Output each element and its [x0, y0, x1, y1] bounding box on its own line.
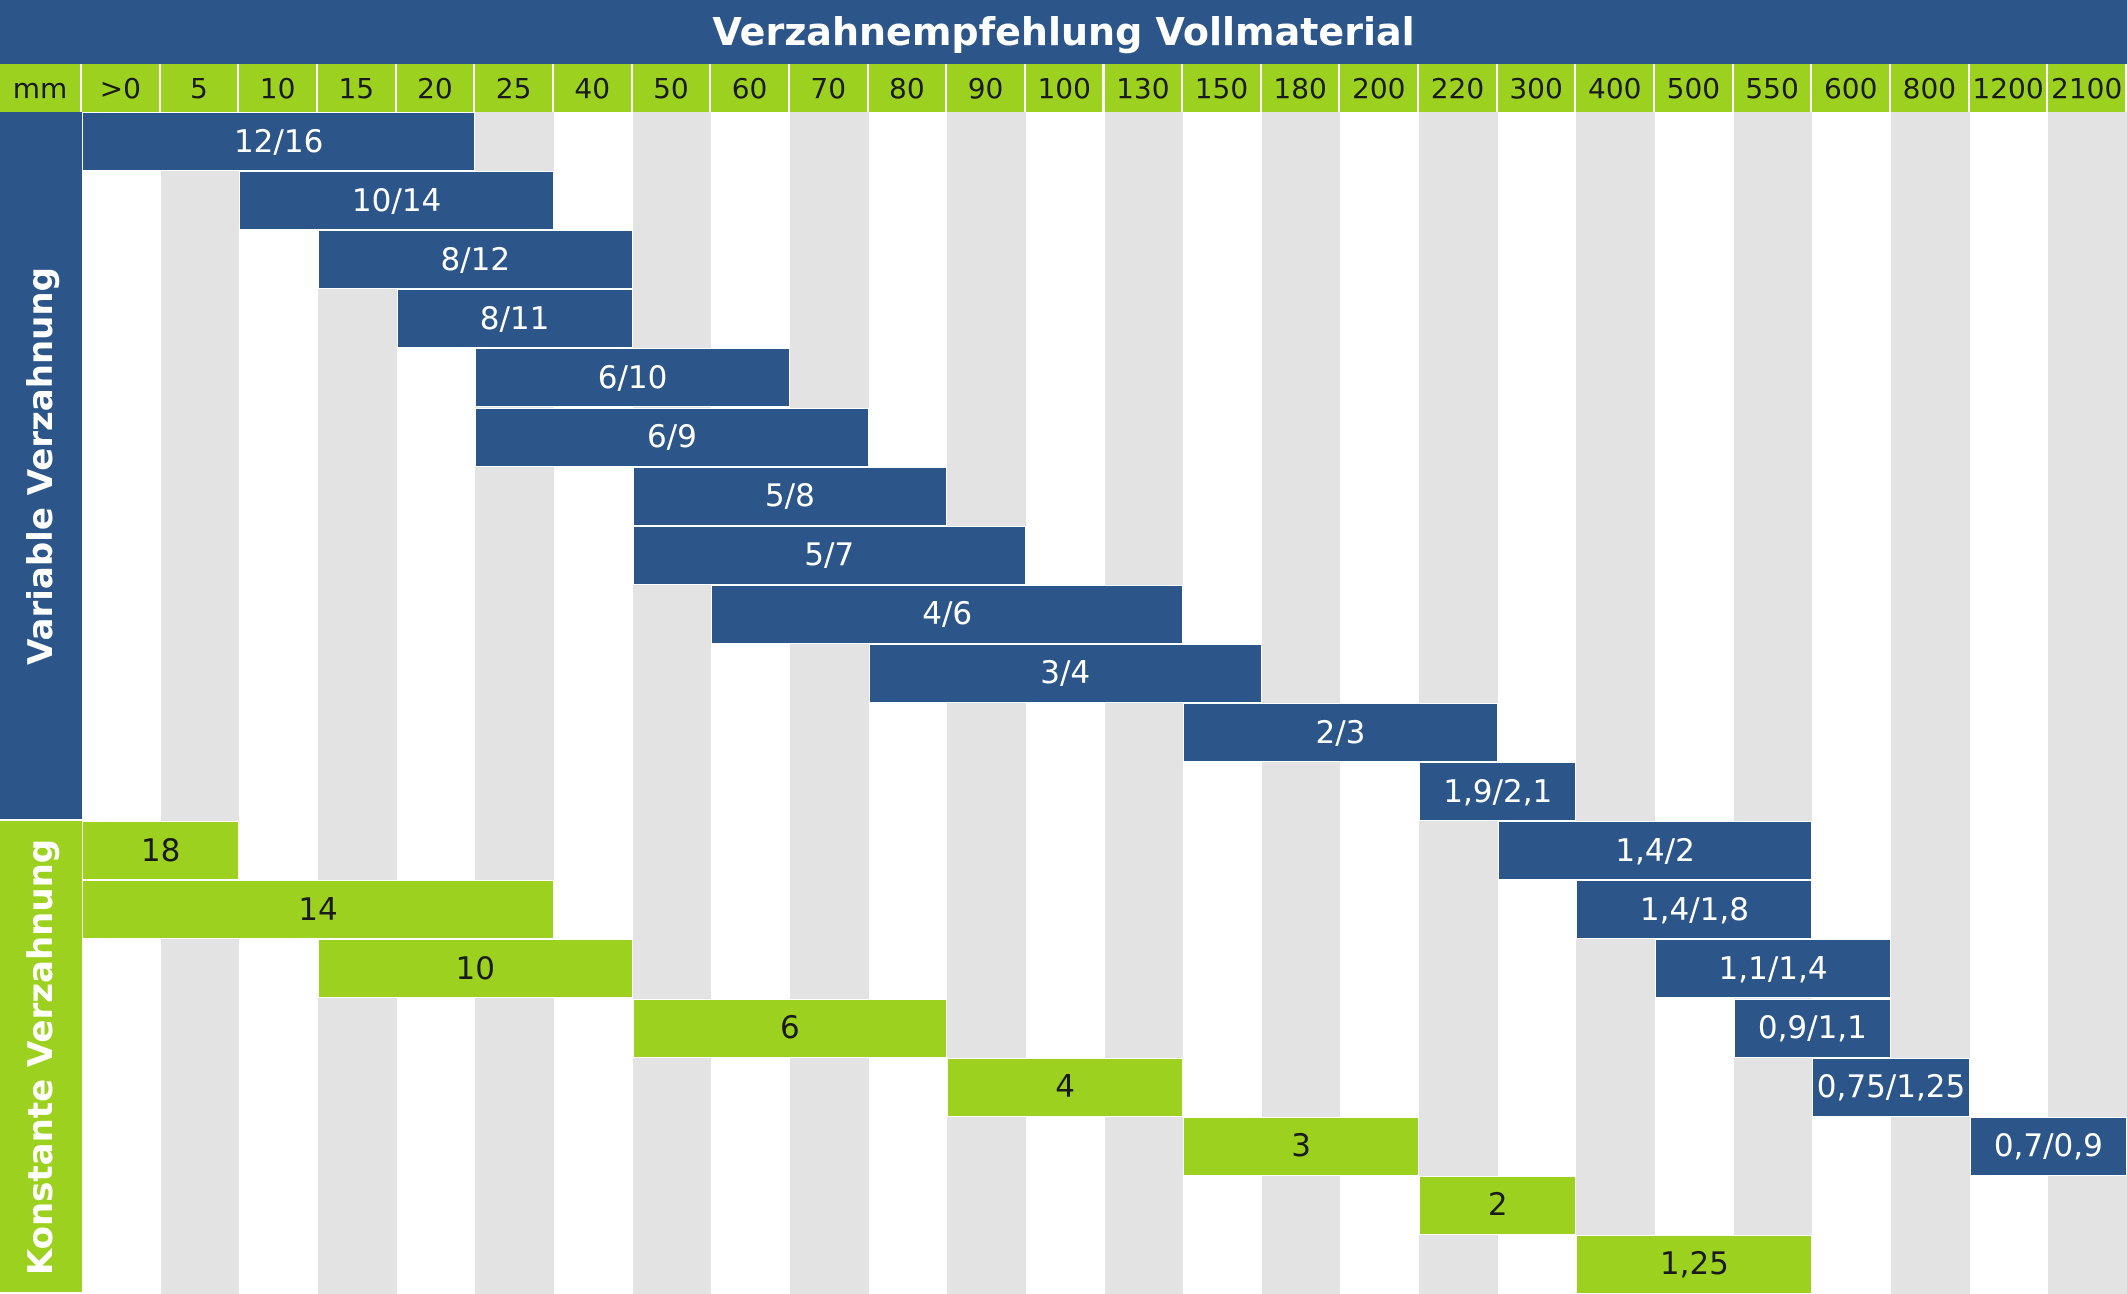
- column-header: 500: [1655, 64, 1734, 112]
- column-header: 200: [1340, 64, 1420, 112]
- variable-bar: 0,75/1,25: [1812, 1057, 1970, 1117]
- chart-grid: Variable Verzahnung Konstante Verzahnung…: [0, 112, 2127, 1294]
- variable-bar: 8/11: [396, 289, 633, 349]
- column-header: 400: [1576, 64, 1656, 112]
- column-stripe: [160, 112, 240, 1294]
- column-header: 40: [553, 64, 633, 112]
- constant-bar: 14: [82, 880, 554, 940]
- variable-bar: 8/12: [317, 230, 633, 290]
- variable-bar: 12/16: [82, 112, 476, 172]
- column-header: 300: [1497, 64, 1577, 112]
- column-header: 100: [1025, 64, 1105, 112]
- column-stripe: [1733, 112, 1813, 1294]
- group-label-variable-text: Variable Verzahnung: [21, 266, 62, 665]
- column-header: 10: [239, 64, 318, 112]
- column-stripe: [317, 112, 397, 1294]
- column-header: 60: [711, 64, 790, 112]
- variable-bar: 1,1/1,4: [1655, 939, 1892, 999]
- group-label-constant: Konstante Verzahnung: [0, 821, 82, 1294]
- variable-bar: 10/14: [239, 171, 554, 231]
- constant-bar: 10: [317, 939, 633, 999]
- variable-bar: 1,9/2,1: [1419, 762, 1577, 822]
- column-header: 180: [1261, 64, 1341, 112]
- variable-bar: 6/10: [475, 348, 790, 408]
- constant-bar: 3: [1183, 1116, 1420, 1176]
- constant-bar: 18: [82, 821, 240, 881]
- column-header: >0: [82, 64, 161, 112]
- group-label-variable: Variable Verzahnung: [0, 112, 82, 822]
- column-header: 220: [1419, 64, 1498, 112]
- column-header: 25: [475, 64, 554, 112]
- column-header: 2100: [2048, 64, 2127, 112]
- column-header: 600: [1812, 64, 1892, 112]
- column-stripe: [947, 112, 1026, 1294]
- chart-title: Verzahnempfehlung Vollmaterial: [0, 0, 2127, 64]
- column-header: 130: [1104, 64, 1184, 112]
- column-header: 50: [632, 64, 712, 112]
- variable-bar: 5/8: [632, 466, 948, 526]
- column-header: 70: [789, 64, 869, 112]
- variable-bar: 4/6: [711, 584, 1184, 644]
- column-header: 1200: [1969, 64, 2049, 112]
- column-header: 20: [396, 64, 476, 112]
- constant-bar: 6: [632, 998, 948, 1058]
- variable-bar: 0,7/0,9: [1969, 1116, 2127, 1176]
- column-header: 800: [1891, 64, 1970, 112]
- column-stripe: [1104, 112, 1184, 1294]
- variable-bar: 0,9/1,1: [1733, 998, 1892, 1058]
- group-label-constant-text: Konstante Verzahnung: [21, 838, 61, 1275]
- variable-bar: 1,4/2: [1497, 821, 1813, 881]
- column-stripe: [1576, 112, 1656, 1294]
- column-header: 15: [317, 64, 397, 112]
- variable-bar: 1,4/1,8: [1576, 880, 1813, 940]
- variable-bar: 5/7: [632, 525, 1026, 585]
- column-header: 150: [1183, 64, 1262, 112]
- variable-bar: 6/9: [475, 407, 869, 467]
- header-row: mm >0 5 10 15 20 25 40 50 60 70 80 90 100 130 150 180 200…: [0, 64, 2127, 112]
- column-stripe: [632, 112, 712, 1294]
- constant-bar: 4: [947, 1057, 1184, 1117]
- column-stripe: [2048, 112, 2127, 1294]
- column-header: 90: [947, 64, 1026, 112]
- column-header: 80: [868, 64, 948, 112]
- variable-bar: 2/3: [1183, 703, 1498, 763]
- variable-bar: 3/4: [868, 643, 1262, 703]
- header-unit-label: mm: [0, 64, 82, 112]
- column-header: 550: [1733, 64, 1813, 112]
- constant-bar: 1,25: [1576, 1234, 1813, 1294]
- column-stripe: [789, 112, 869, 1294]
- constant-bar: 2: [1419, 1175, 1577, 1235]
- column-header: 5: [160, 64, 240, 112]
- column-stripe: [1891, 112, 1970, 1294]
